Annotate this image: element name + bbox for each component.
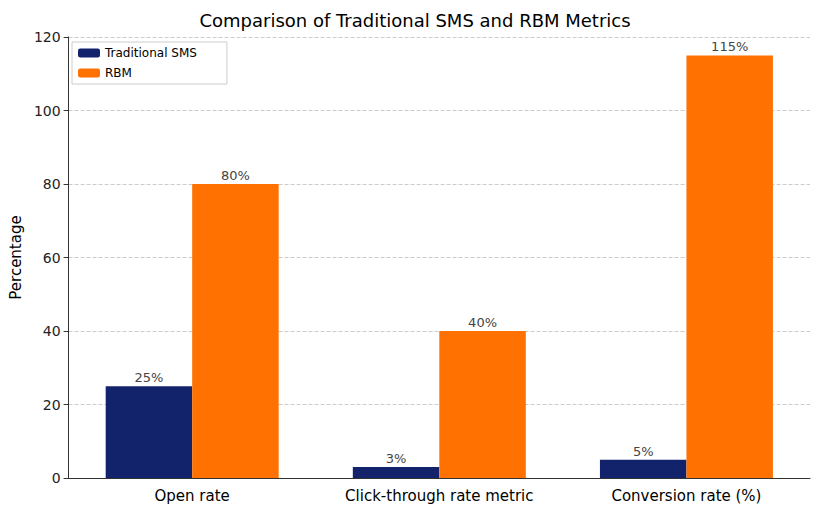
- svg-text:80: 80: [43, 176, 61, 192]
- svg-text:25%: 25%: [134, 370, 163, 385]
- svg-text:80%: 80%: [221, 168, 250, 183]
- svg-text:Conversion rate (%): Conversion rate (%): [611, 487, 761, 505]
- svg-text:Open rate: Open rate: [155, 487, 230, 505]
- svg-text:Percentage: Percentage: [7, 215, 25, 299]
- svg-text:0: 0: [52, 470, 61, 486]
- svg-text:40%: 40%: [468, 315, 497, 330]
- svg-text:Click-through rate metric: Click-through rate metric: [345, 487, 533, 505]
- svg-text:120: 120: [34, 29, 61, 45]
- svg-text:5%: 5%: [633, 444, 654, 459]
- svg-text:20: 20: [43, 397, 61, 413]
- svg-text:3%: 3%: [386, 451, 407, 466]
- svg-text:Comparison of Traditional SMS: Comparison of Traditional SMS and RBM Me…: [199, 10, 630, 31]
- svg-text:115%: 115%: [711, 39, 748, 54]
- svg-text:100: 100: [34, 103, 61, 119]
- svg-text:40: 40: [43, 323, 61, 339]
- svg-text:60: 60: [43, 250, 61, 266]
- svg-text:RBM: RBM: [105, 66, 132, 80]
- svg-text:Traditional SMS: Traditional SMS: [104, 46, 197, 60]
